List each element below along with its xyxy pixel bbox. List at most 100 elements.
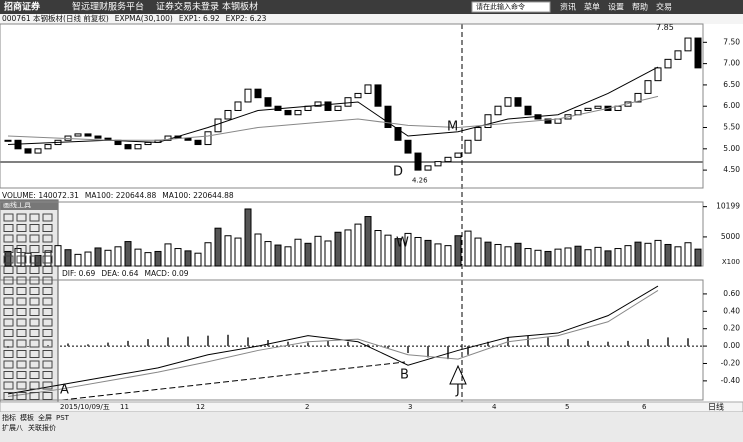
tool-icon[interactable] — [42, 318, 53, 327]
tool-icon[interactable] — [16, 234, 27, 243]
tool-icon[interactable] — [42, 266, 53, 274]
tool-icon[interactable] — [16, 266, 27, 274]
tool-icon[interactable] — [16, 371, 27, 379]
tool-icon[interactable] — [3, 276, 14, 285]
toolbox-title: 画线工具 — [3, 200, 31, 209]
tool-icon[interactable] — [3, 234, 14, 243]
tool-icon[interactable] — [16, 360, 27, 369]
tool-icon[interactable] — [29, 276, 40, 285]
tool-icon[interactable] — [42, 381, 53, 390]
tool-icon[interactable] — [42, 255, 53, 264]
tool-icon[interactable] — [42, 245, 53, 253]
candle — [414, 152, 422, 171]
tab[interactable]: PST — [56, 414, 70, 422]
y-tick-label: 0.20 — [723, 324, 740, 333]
tool-icon[interactable] — [29, 245, 40, 253]
tool-icon[interactable] — [29, 308, 40, 316]
tool-icon[interactable] — [42, 392, 53, 400]
tool-icon[interactable] — [16, 318, 27, 327]
tool-icon[interactable] — [42, 297, 53, 306]
tool-icon[interactable] — [42, 276, 53, 285]
tab[interactable]: 模板 — [20, 413, 34, 422]
period[interactable]: 日线 — [708, 402, 724, 412]
menu-item[interactable]: 证券交易未登录 — [156, 1, 219, 13]
tab[interactable]: 关联报价 — [28, 423, 56, 432]
tool-icon[interactable] — [3, 381, 14, 390]
tool-icon[interactable] — [42, 213, 53, 222]
search-box[interactable] — [471, 1, 551, 13]
tool-icon[interactable] — [3, 329, 14, 337]
tool-icon[interactable] — [16, 350, 27, 358]
menu-item[interactable]: 资讯 — [560, 2, 576, 12]
tool-icon[interactable] — [3, 224, 14, 232]
volume-bar — [504, 246, 512, 267]
tool-icon[interactable] — [29, 213, 40, 222]
tool-icon[interactable] — [16, 329, 27, 337]
tool-icon[interactable] — [3, 371, 14, 379]
tool-icon[interactable] — [3, 287, 14, 295]
menu-item[interactable]: 设置 — [608, 2, 624, 12]
tool-icon[interactable] — [16, 213, 27, 222]
tool-icon[interactable] — [29, 339, 40, 348]
menu-item[interactable]: 交易 — [656, 2, 672, 12]
tool-icon[interactable] — [29, 350, 40, 358]
menu-item[interactable]: 菜单 — [584, 2, 600, 12]
tool-icon[interactable] — [16, 224, 27, 232]
tool-icon[interactable] — [16, 276, 27, 285]
legend-text: DEA: 0.64 — [101, 269, 138, 278]
menu-item[interactable]: 智远理财服务平台 — [72, 1, 144, 13]
candle — [474, 127, 482, 141]
tool-icon[interactable] — [29, 266, 40, 274]
tool-icon[interactable] — [42, 371, 53, 379]
tool-icon[interactable] — [3, 392, 14, 400]
annotation: M — [447, 120, 458, 135]
tab[interactable]: 扩展八 — [2, 423, 23, 432]
tool-icon[interactable] — [3, 266, 14, 274]
tool-icon[interactable] — [16, 381, 27, 390]
tool-icon[interactable] — [29, 360, 40, 369]
tool-icon[interactable] — [3, 350, 14, 358]
low-label: 4.26 — [412, 176, 428, 184]
tool-icon[interactable] — [42, 329, 53, 337]
tool-icon[interactable] — [3, 339, 14, 348]
tool-icon[interactable] — [42, 234, 53, 243]
tool-icon[interactable] — [16, 255, 27, 264]
tool-icon[interactable] — [3, 245, 14, 253]
tool-icon[interactable] — [3, 308, 14, 316]
menu-item[interactable]: 帮助 — [632, 2, 648, 12]
tool-icon[interactable] — [29, 297, 40, 306]
y-tick-label: 0.00 — [723, 341, 740, 350]
tool-icon[interactable] — [3, 255, 14, 264]
tool-icon[interactable] — [29, 287, 40, 295]
tab[interactable]: 指标 — [2, 413, 16, 422]
tool-icon[interactable] — [42, 287, 53, 295]
tool-icon[interactable] — [29, 329, 40, 337]
tool-icon[interactable] — [42, 224, 53, 232]
menu-item[interactable]: 本钢板材 — [222, 1, 258, 13]
tool-icon[interactable] — [29, 255, 40, 264]
legend-text: EXP2: 6.23 — [226, 14, 267, 23]
tool-icon[interactable] — [16, 339, 27, 348]
tool-icon[interactable] — [29, 392, 40, 400]
tool-icon[interactable] — [16, 287, 27, 295]
tool-icon[interactable] — [16, 308, 27, 316]
tool-icon[interactable] — [42, 350, 53, 358]
tool-icon[interactable] — [42, 360, 53, 369]
tool-icon[interactable] — [29, 318, 40, 327]
tool-icon[interactable] — [16, 392, 27, 400]
tool-icon[interactable] — [3, 318, 14, 327]
tool-icon[interactable] — [3, 297, 14, 306]
tool-icon[interactable] — [29, 234, 40, 243]
tool-icon[interactable] — [29, 224, 40, 232]
tool-icon[interactable] — [16, 245, 27, 253]
tool-icon[interactable] — [3, 213, 14, 222]
tool-icon[interactable] — [16, 297, 27, 306]
volume-bar — [434, 243, 442, 267]
tool-icon[interactable] — [29, 381, 40, 390]
tool-icon[interactable] — [42, 339, 53, 348]
tab[interactable]: 全屏 — [38, 413, 52, 422]
tool-icon[interactable] — [29, 371, 40, 379]
tool-icon[interactable] — [3, 360, 14, 369]
tool-icon[interactable] — [42, 308, 53, 316]
legend-text: EXPMA(30,100) — [115, 14, 173, 23]
